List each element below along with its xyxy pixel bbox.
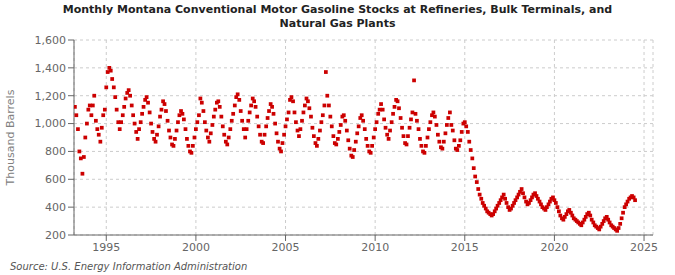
svg-text:1,000: 1,000 [35, 117, 67, 130]
svg-text:2020: 2020 [540, 241, 568, 254]
svg-text:2010: 2010 [361, 241, 389, 254]
svg-text:2000: 2000 [182, 241, 210, 254]
svg-text:200: 200 [45, 229, 66, 242]
svg-text:600: 600 [45, 173, 66, 186]
html-text:Natural Gas Plants: Natural Gas Plants [279, 17, 396, 30]
svg-text:2025: 2025 [630, 241, 658, 254]
html-text:Source: U.S. Energy Informatio: Source: U.S. Energy Information Administ… [10, 261, 248, 272]
svg-text:Thousand Barrels: Thousand Barrels [8, 89, 17, 186]
svg-text:800: 800 [45, 145, 66, 158]
svg-text:1,200: 1,200 [35, 90, 67, 103]
svg-text:1,400: 1,400 [35, 62, 67, 75]
svg-text:1995: 1995 [92, 241, 120, 254]
svg-text:1,600: 1,600 [35, 34, 67, 47]
svg-text:2015: 2015 [451, 241, 479, 254]
svg-text:400: 400 [45, 201, 66, 214]
html-text:Monthly Montana Conventional M: Monthly Montana Conventional Motor Gasol… [62, 3, 613, 16]
svg-text:2005: 2005 [272, 241, 300, 254]
